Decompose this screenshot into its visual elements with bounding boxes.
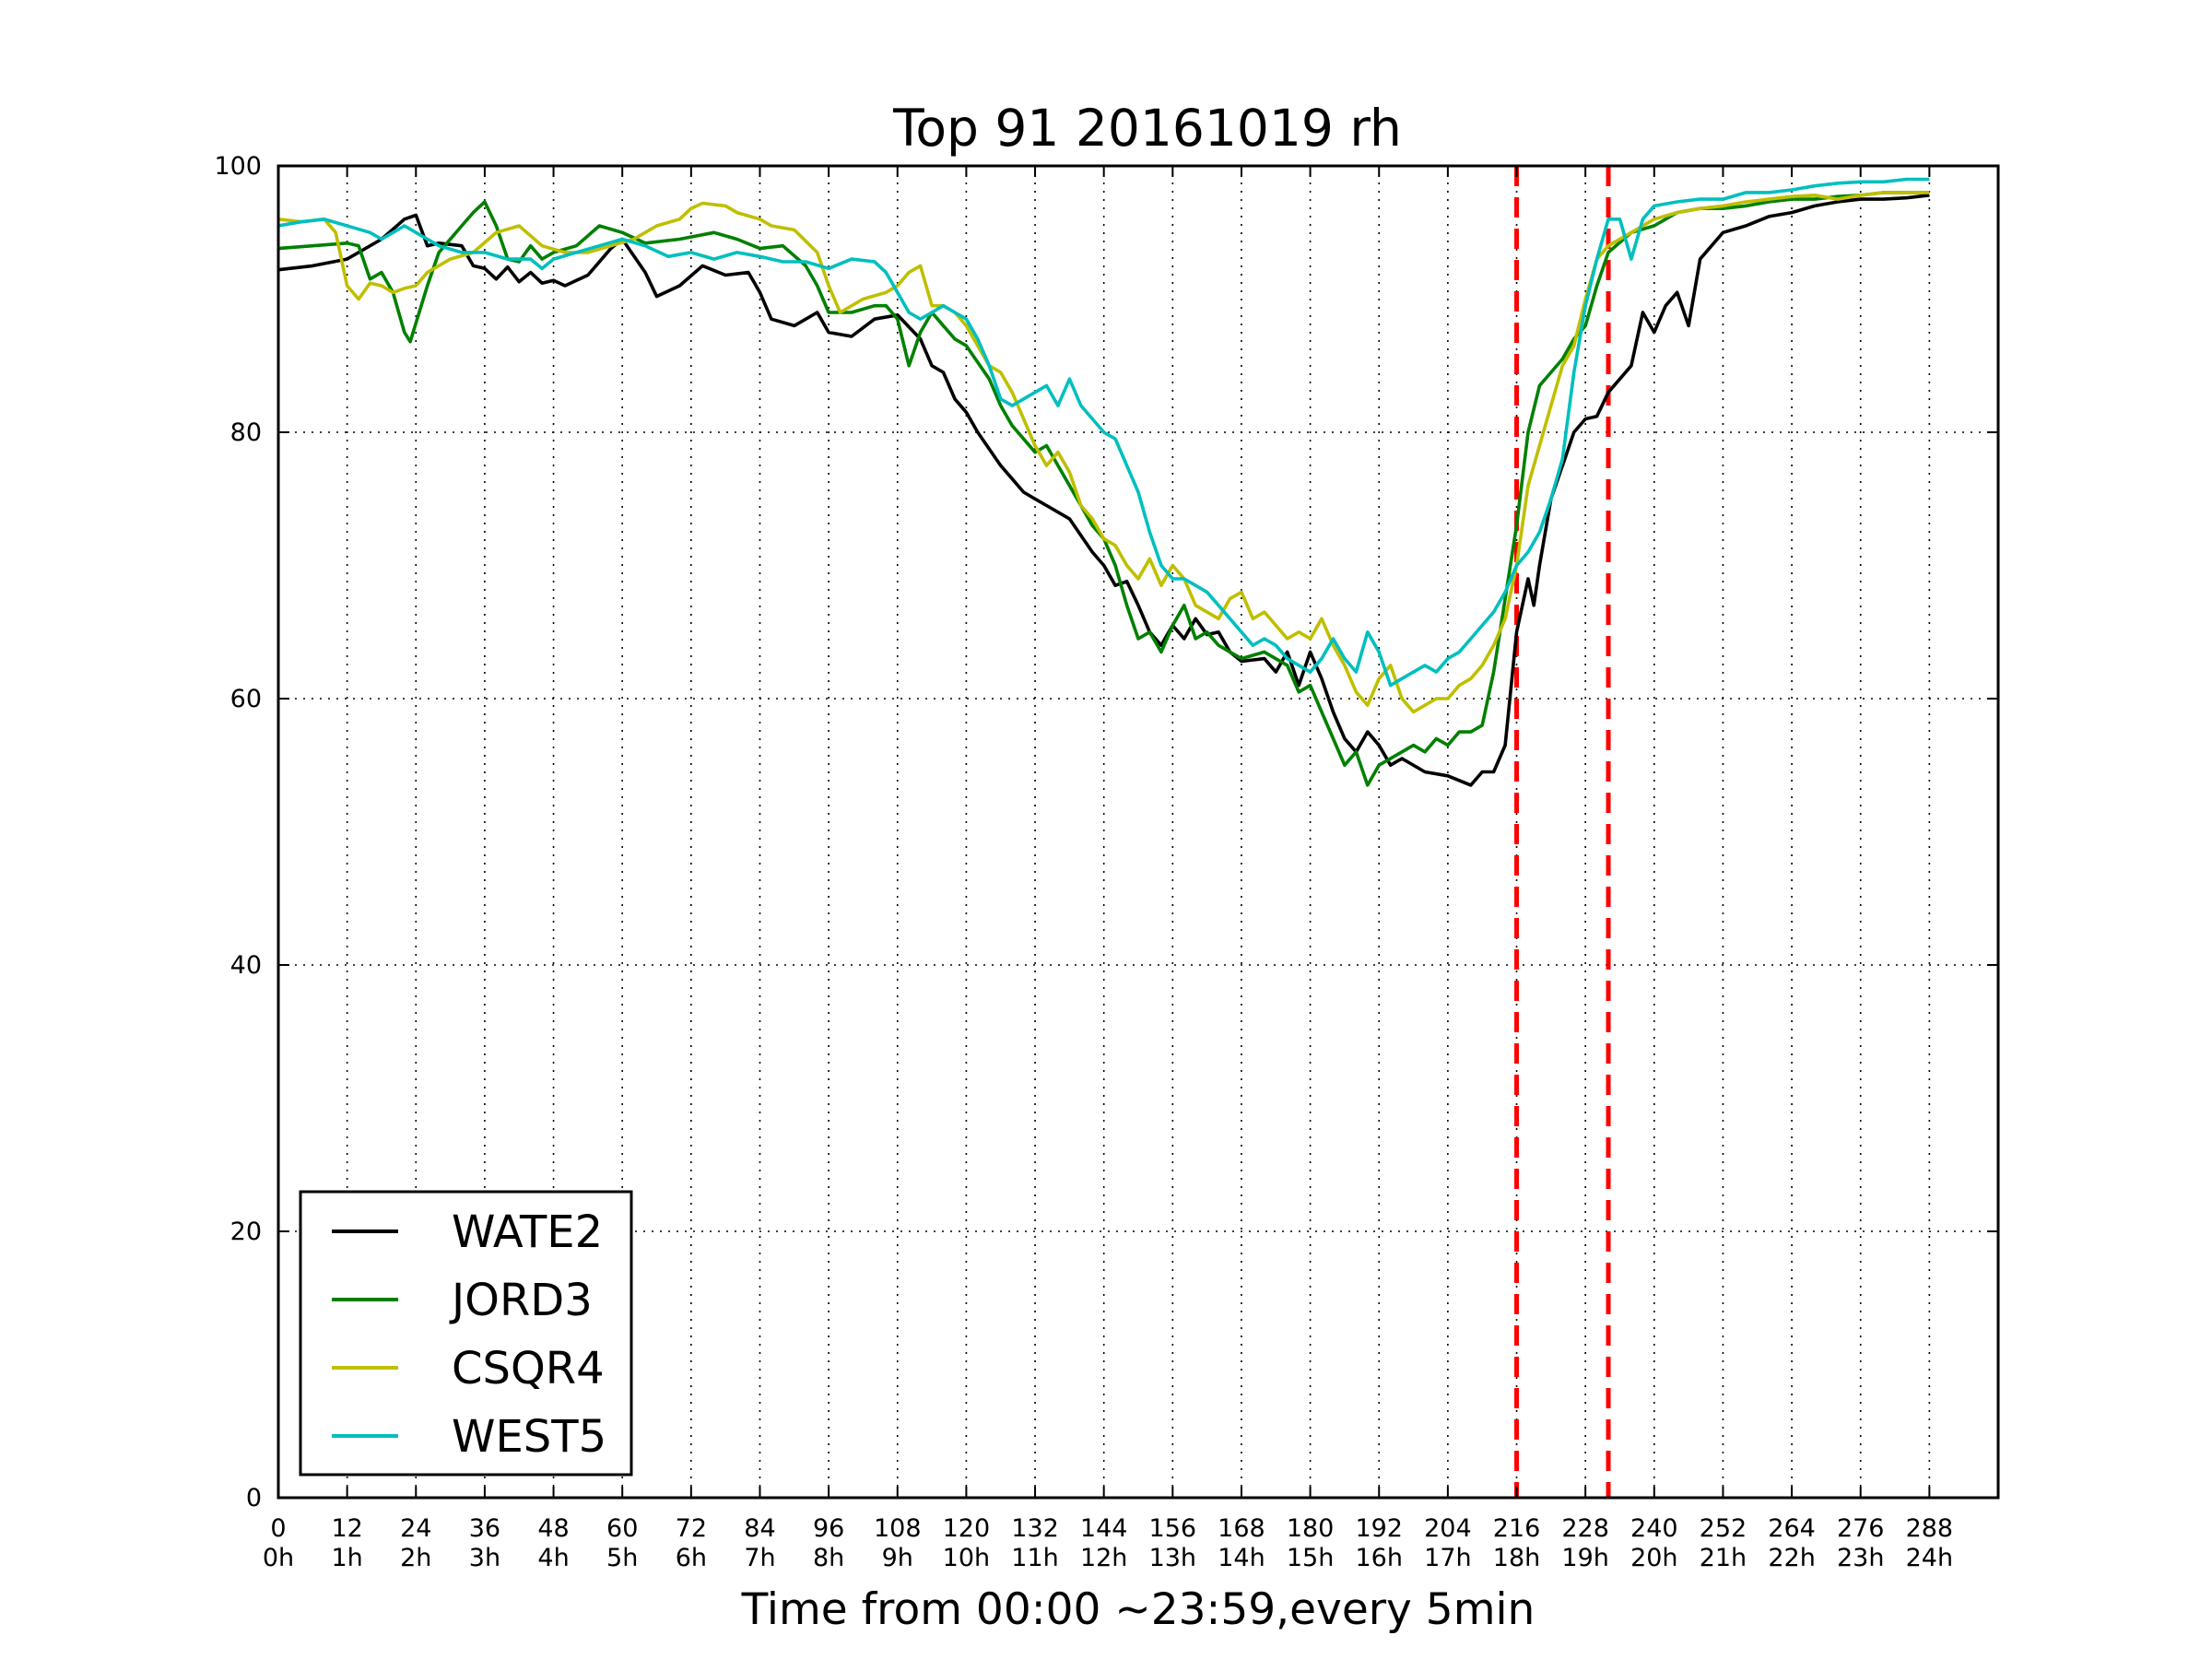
x-tick-label: 264	[1768, 1514, 1816, 1543]
y-tick-label: 60	[230, 685, 262, 713]
x-tick-hour-label: 16h	[1356, 1544, 1403, 1572]
series-line-jord3	[277, 191, 1930, 787]
legend-label-csqr4: CSQR4	[452, 1343, 605, 1394]
legend-label-west5: WEST5	[452, 1411, 606, 1463]
x-tick-hour-label: 4h	[537, 1544, 569, 1572]
x-tick-hour-label: 0h	[263, 1544, 294, 1572]
y-tick-label: 80	[230, 418, 262, 447]
x-tick-hour-label: 20h	[1630, 1544, 1677, 1572]
x-tick-label: 156	[1149, 1514, 1197, 1543]
y-tick-label: 0	[246, 1484, 262, 1512]
plot-area-frame	[276, 164, 2000, 1500]
x-tick-hour-label: 13h	[1149, 1544, 1196, 1572]
x-tick-hour-label: 1h	[331, 1544, 362, 1572]
x-tick-label: 180	[1287, 1514, 1335, 1543]
legend-label-jord3: JORD3	[449, 1275, 593, 1326]
x-axis-label: Time from 00:00 ~23:59,every 5min	[741, 1584, 1535, 1635]
x-tick-label: 276	[1837, 1514, 1885, 1543]
x-tick-hour-label: 24h	[1906, 1544, 1953, 1572]
y-tick-label: 40	[230, 951, 262, 980]
x-tick-hour-label: 14h	[1218, 1544, 1265, 1572]
x-tick-label: 168	[1218, 1514, 1265, 1543]
x-tick-label: 12	[331, 1514, 362, 1543]
legend-frame	[299, 1190, 633, 1477]
x-tick-label: 228	[1561, 1514, 1609, 1543]
x-tick-label: 0	[270, 1514, 286, 1543]
x-tick-label: 36	[469, 1514, 500, 1543]
x-tick-hour-label: 7h	[744, 1544, 775, 1572]
x-tick-hour-label: 9h	[882, 1544, 913, 1572]
x-tick-hour-label: 10h	[943, 1544, 990, 1572]
x-tick-label: 108	[874, 1514, 922, 1543]
x-tick-hour-label: 2h	[400, 1544, 431, 1572]
y-tick-label: 100	[214, 152, 262, 181]
x-tick-hour-label: 17h	[1424, 1544, 1471, 1572]
x-tick-label: 252	[1700, 1514, 1747, 1543]
x-tick-label: 48	[537, 1514, 569, 1543]
x-tick-hour-label: 18h	[1493, 1544, 1540, 1572]
x-tick-hour-label: 12h	[1080, 1544, 1127, 1572]
x-tick-label: 120	[943, 1514, 991, 1543]
x-tick-label: 72	[676, 1514, 707, 1543]
series-line-west5	[277, 177, 1930, 688]
x-tick-label: 84	[744, 1514, 775, 1543]
x-tick-label: 132	[1011, 1514, 1059, 1543]
x-tick-label: 144	[1080, 1514, 1128, 1543]
x-tick-label: 60	[606, 1514, 638, 1543]
x-tick-label: 216	[1493, 1514, 1541, 1543]
chart-title: Top 91 20161019 rh	[892, 99, 1402, 158]
axes: 00h121h242h363h484h605h726h847h968h1089h…	[214, 152, 1998, 1572]
x-tick-hour-label: 21h	[1700, 1544, 1747, 1572]
y-tick-label: 20	[230, 1218, 262, 1246]
x-tick-hour-label: 22h	[1768, 1544, 1815, 1572]
x-tick-label: 24	[400, 1514, 431, 1543]
x-tick-hour-label: 15h	[1287, 1544, 1334, 1572]
x-tick-label: 288	[1906, 1514, 1954, 1543]
legend-label-wate2: WATE2	[452, 1206, 603, 1258]
legend: WATE2 JORD3 CSQR4 WEST5	[299, 1190, 633, 1477]
x-tick-label: 192	[1355, 1514, 1403, 1543]
series-lines	[277, 177, 1930, 787]
x-tick-label: 96	[813, 1514, 844, 1543]
x-tick-hour-label: 6h	[676, 1544, 707, 1572]
x-tick-hour-label: 11h	[1011, 1544, 1058, 1572]
x-tick-hour-label: 19h	[1561, 1544, 1608, 1572]
vertical-markers	[1514, 166, 1611, 1498]
x-tick-hour-label: 5h	[606, 1544, 638, 1572]
x-tick-hour-label: 23h	[1837, 1544, 1884, 1572]
x-tick-hour-label: 8h	[813, 1544, 844, 1572]
x-tick-label: 204	[1424, 1514, 1472, 1543]
x-tick-label: 240	[1630, 1514, 1678, 1543]
series-line-csqr4	[277, 191, 1930, 714]
x-tick-hour-label: 3h	[469, 1544, 500, 1572]
